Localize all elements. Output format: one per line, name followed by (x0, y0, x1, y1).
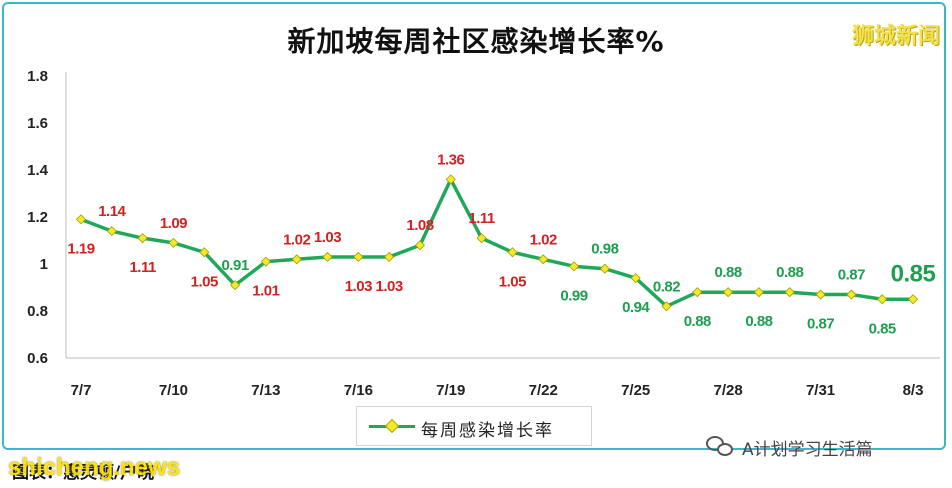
data-label: 1.03 (314, 229, 341, 246)
data-point (199, 247, 210, 258)
watermark: shicheng.news (8, 454, 181, 481)
data-point (322, 251, 333, 263)
wechat-account: A计划学习生活篇 (706, 434, 873, 460)
data-label: 0.85 (869, 320, 896, 337)
data-label: 0.87 (807, 316, 834, 333)
y-tick-label: 1.6 (27, 115, 48, 132)
x-tick-label: 7/22 (529, 382, 558, 399)
y-tick-label: 1 (40, 256, 48, 273)
data-label: 1.03 (345, 278, 372, 295)
x-tick-label: 7/13 (251, 382, 280, 399)
x-tick-label: 7/16 (344, 382, 373, 399)
data-point (260, 256, 271, 267)
data-label: 0.91 (221, 257, 248, 274)
data-label: 1.05 (499, 273, 526, 290)
data-label: 1.14 (98, 203, 126, 220)
data-point (692, 287, 703, 298)
data-point (353, 251, 364, 263)
data-point (445, 174, 456, 185)
data-point (753, 287, 764, 298)
data-label: 1.19 (67, 240, 94, 257)
data-point (815, 289, 826, 300)
data-label: 1.11 (129, 259, 156, 276)
data-label: 0.88 (715, 264, 742, 281)
data-point (784, 287, 795, 298)
data-point (877, 294, 888, 305)
data-point (568, 261, 580, 272)
y-tick-label: 1.4 (27, 162, 49, 179)
data-label: 0.98 (591, 241, 618, 258)
x-tick-label: 7/31 (806, 382, 835, 399)
data-point (75, 214, 87, 225)
data-point (661, 301, 672, 312)
data-point (230, 280, 241, 291)
x-tick-label: 7/28 (714, 382, 743, 399)
data-label: 1.09 (160, 215, 187, 232)
data-point (538, 254, 549, 265)
data-point (137, 233, 148, 244)
data-point (723, 287, 734, 298)
series-line (79, 177, 915, 309)
wechat-icon (706, 436, 736, 458)
data-label: 1.01 (252, 283, 279, 300)
data-point (599, 263, 610, 274)
data-point (476, 233, 487, 244)
y-tick-label: 1.2 (27, 209, 48, 226)
data-point (907, 294, 919, 305)
data-label: 1.02 (530, 231, 557, 248)
data-point (384, 251, 395, 263)
chart-caption: 图表：惠灵顿/户晓 (12, 463, 155, 483)
legend-label: 每周感染增长率 (421, 421, 554, 441)
data-label: 0.99 (560, 287, 587, 304)
data-label: 0.88 (745, 313, 772, 330)
data-label: 0.88 (776, 264, 803, 281)
y-tick-label: 0.8 (27, 303, 48, 320)
wechat-account-name: A计划学习生活篇 (742, 439, 873, 460)
data-label: 0.94 (622, 299, 650, 316)
data-point (291, 254, 302, 265)
y-tick-label: 1.8 (27, 68, 48, 85)
data-point (106, 226, 117, 237)
x-tick-label: 7/10 (159, 382, 188, 399)
data-label: 1.03 (376, 278, 403, 295)
data-label: 0.88 (684, 313, 711, 330)
data-label: 0.82 (653, 278, 680, 295)
data-label: 0.85 (891, 260, 936, 287)
data-point (414, 240, 426, 251)
x-tick-label: 7/19 (436, 382, 465, 399)
data-label: 1.11 (468, 210, 495, 227)
data-label: 1.05 (191, 273, 218, 290)
brand-logo: 狮城新闻 (851, 24, 940, 49)
data-point (846, 289, 857, 300)
chart-title: 新加坡每周社区感染增长率% (287, 25, 665, 58)
data-point (168, 237, 179, 248)
data-point (507, 247, 518, 258)
data-label: 0.87 (838, 267, 865, 284)
x-tick-label: 7/25 (621, 382, 650, 399)
data-label: 1.02 (283, 231, 310, 248)
data-label: 1.36 (437, 151, 464, 168)
legend-diamond-icon (384, 418, 400, 434)
data-label: 1.08 (406, 217, 433, 234)
x-tick-label: 7/7 (71, 382, 92, 399)
data-point (630, 273, 641, 284)
y-tick-label: 0.6 (27, 350, 48, 367)
x-tick-label: 8/3 (903, 382, 924, 399)
chart-legend: 每周感染增长率 (356, 406, 592, 446)
